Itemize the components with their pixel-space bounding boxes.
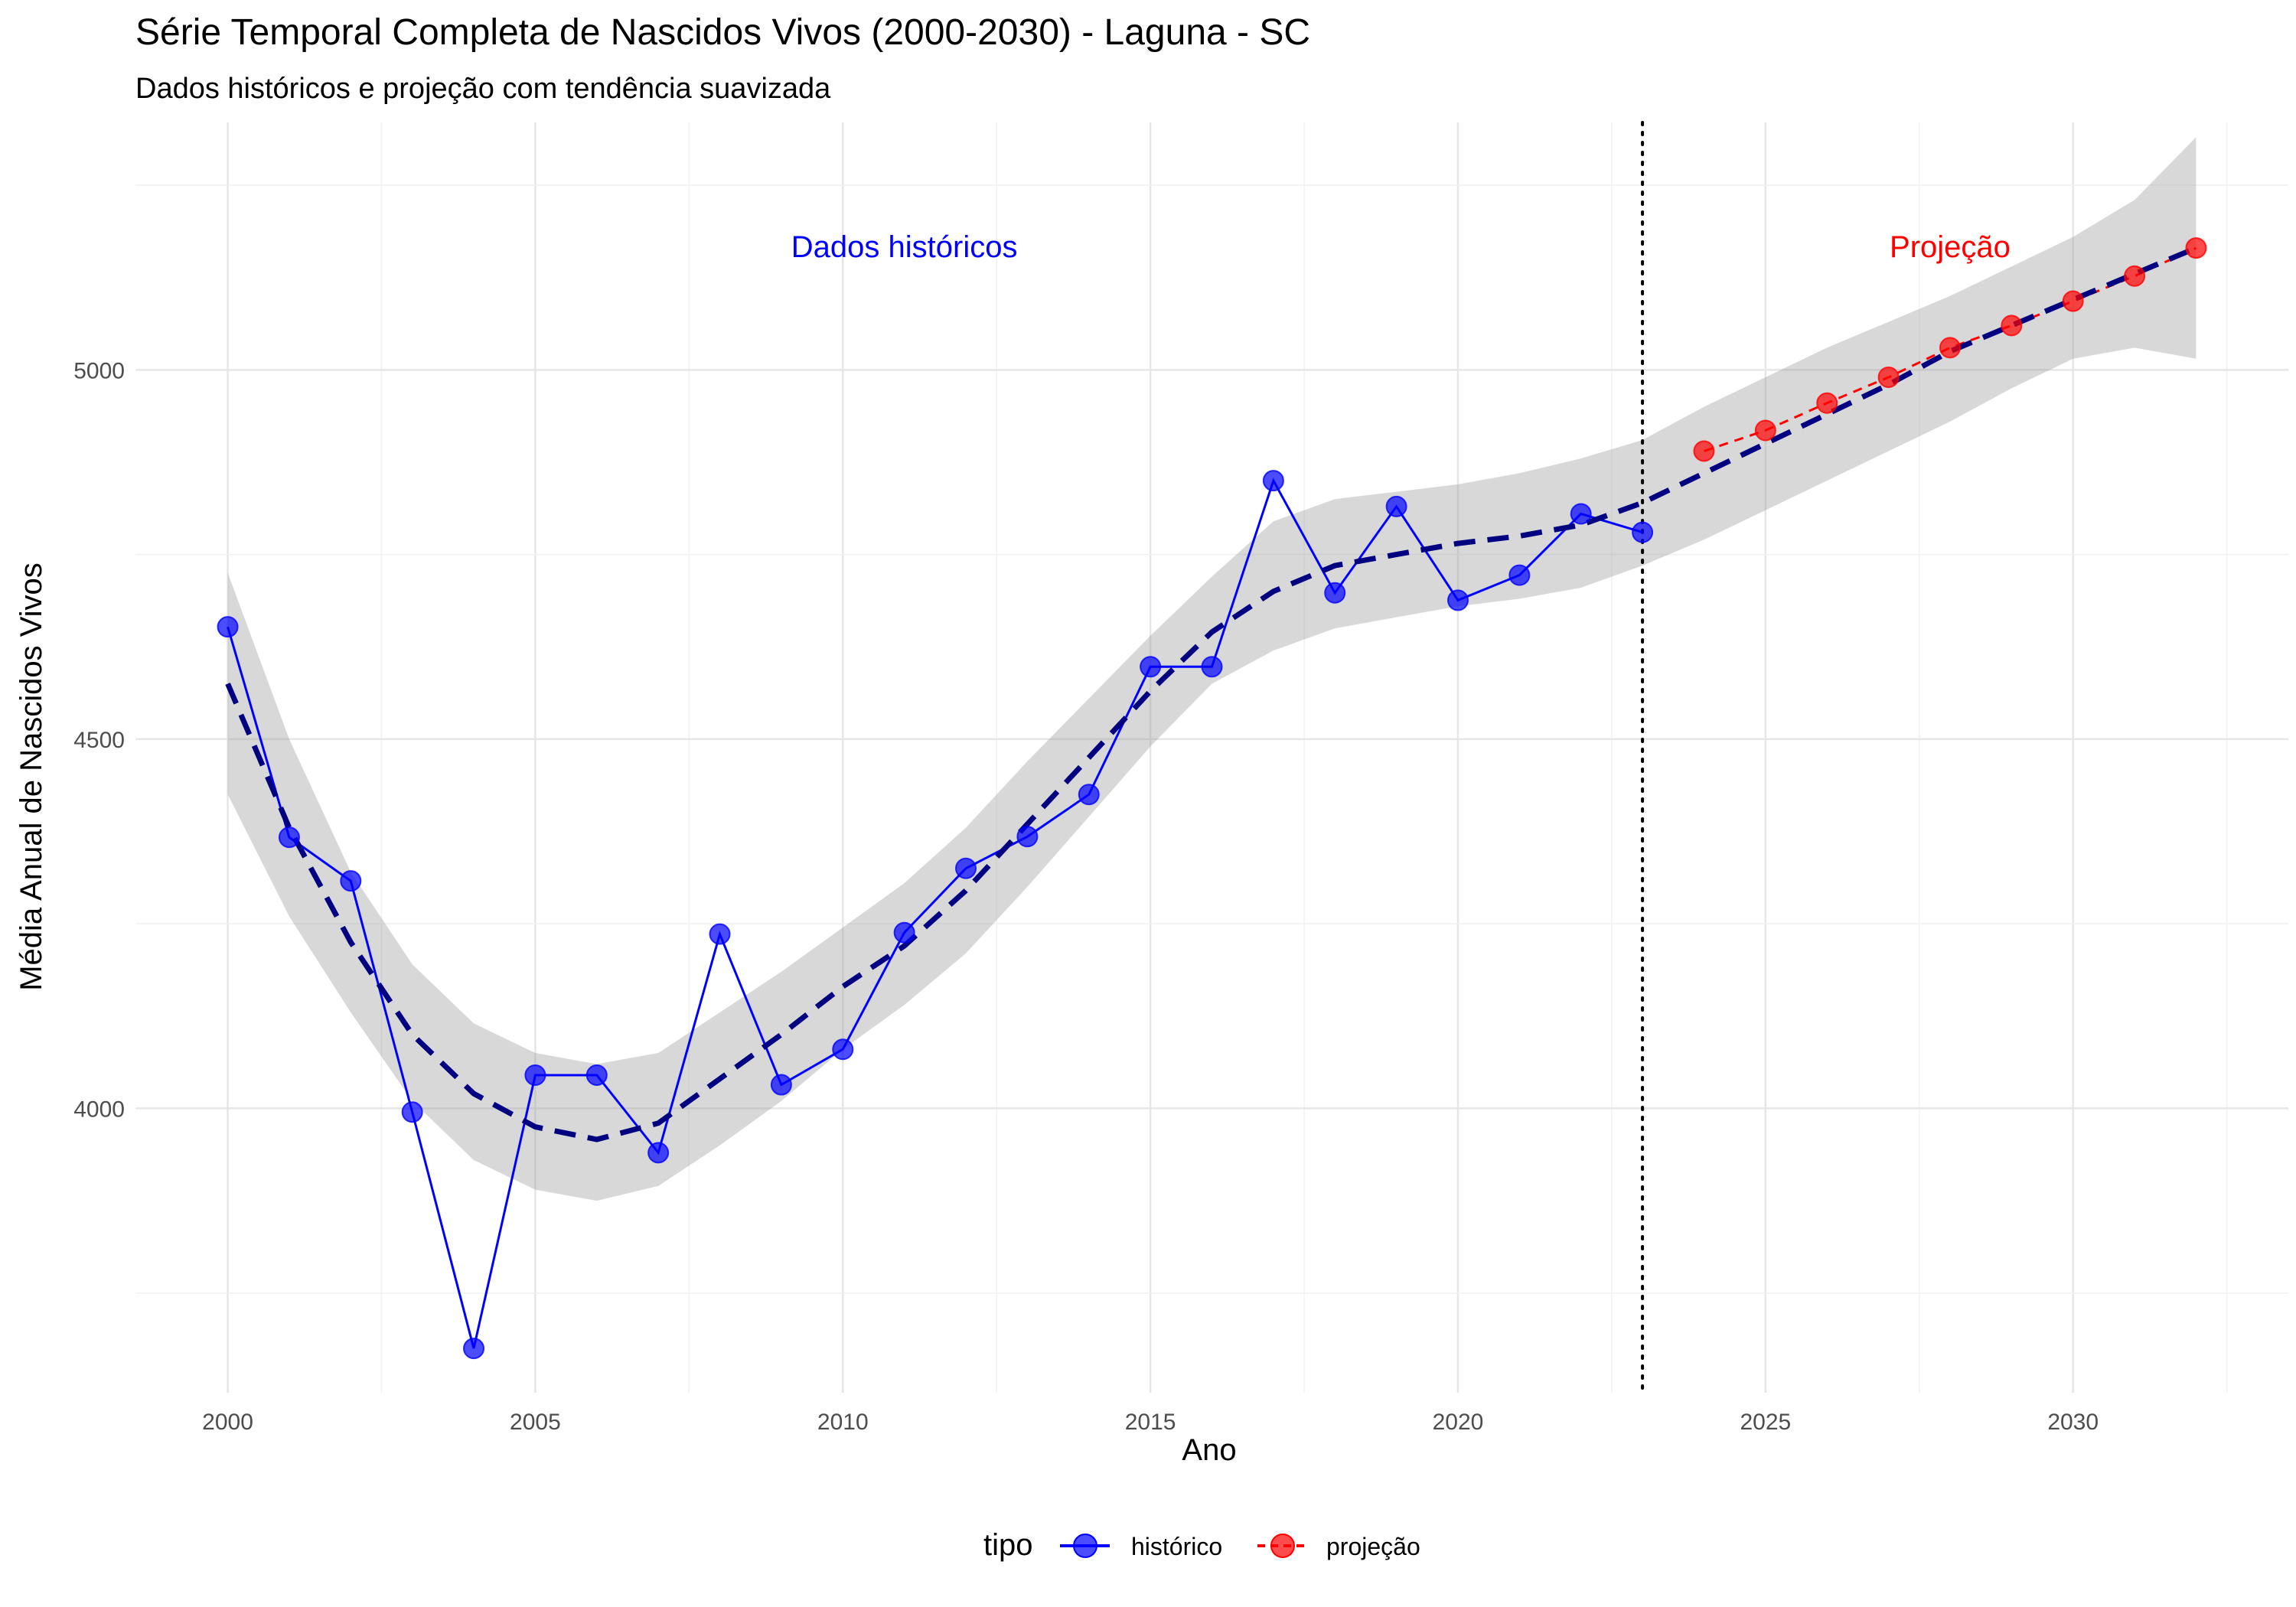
annotation-projecao: Projeção <box>1890 230 2011 264</box>
x-tick-label: 2015 <box>1125 1410 1176 1435</box>
point-historico <box>401 1101 423 1123</box>
point-historico <box>1016 826 1039 848</box>
point-historico <box>647 1142 670 1164</box>
x-tick-label: 2020 <box>1433 1410 1484 1435</box>
legend-marker-historico <box>1073 1534 1097 1558</box>
point-historico <box>1632 521 1654 543</box>
grid <box>135 122 2288 1393</box>
point-historico <box>1385 495 1407 517</box>
point-projecao <box>1816 392 1838 414</box>
point-projecao <box>1693 440 1715 462</box>
annotation-dados-historicos: Dados históricos <box>791 230 1018 264</box>
point-historico <box>955 857 977 879</box>
legend-label-historico: histórico <box>1131 1533 1222 1560</box>
chart-title: Série Temporal Completa de Nascidos Vivo… <box>135 12 1310 53</box>
point-projecao <box>1877 366 1900 388</box>
legend-key-historico <box>1060 1534 1110 1558</box>
x-axis-label: Ano <box>1182 1433 1236 1467</box>
point-projecao <box>1939 337 1961 359</box>
series-line-historico <box>227 478 1643 1349</box>
legend-label-projecao: projeção <box>1326 1533 1420 1560</box>
trend-line <box>225 245 2197 1143</box>
x-tick-label: 2000 <box>202 1410 253 1435</box>
point-historico <box>770 1074 792 1096</box>
y-axis-ticks: 4000 4500 5000 <box>73 358 125 1122</box>
x-tick-label: 2010 <box>817 1410 869 1435</box>
y-tick-label: 5000 <box>73 358 125 383</box>
point-historico <box>217 616 239 638</box>
point-historico <box>1570 503 1592 525</box>
x-tick-label: 2030 <box>2047 1410 2099 1435</box>
point-historico <box>832 1038 854 1061</box>
point-historico <box>1446 589 1469 611</box>
point-historico <box>340 870 362 892</box>
y-tick-label: 4000 <box>73 1097 125 1122</box>
point-projecao <box>2062 290 2084 312</box>
point-historico <box>278 826 300 849</box>
point-historico <box>1201 656 1223 678</box>
point-historico <box>463 1338 485 1360</box>
point-historico <box>1078 784 1100 806</box>
x-tick-label: 2005 <box>510 1410 561 1435</box>
point-historico <box>1140 656 1162 678</box>
point-historico <box>1262 470 1284 492</box>
legend-marker-projecao <box>1270 1534 1295 1558</box>
legend: tipo histórico projeção <box>983 1528 1420 1562</box>
y-tick-label: 4500 <box>73 728 125 753</box>
point-historico <box>1508 564 1531 586</box>
series-lines <box>225 245 2197 1349</box>
x-axis-ticks: 2000 2005 2010 2015 2020 2025 2030 <box>202 1410 2099 1435</box>
point-projecao <box>1754 419 1776 442</box>
legend-key-projecao <box>1257 1534 1307 1558</box>
legend-title: tipo <box>983 1528 1033 1562</box>
series-points <box>217 237 2207 1360</box>
point-historico <box>524 1064 546 1086</box>
chart-subtitle: Dados históricos e projeção com tendênci… <box>135 73 831 105</box>
annotations: Dados históricos Projeção <box>791 230 2011 264</box>
point-historico <box>1324 582 1346 604</box>
point-historico <box>709 923 731 945</box>
point-projecao <box>2185 237 2207 259</box>
point-projecao <box>2124 265 2146 287</box>
x-tick-label: 2025 <box>1740 1410 1791 1435</box>
point-historico <box>585 1064 608 1086</box>
y-axis-label: Média Anual de Nascidos Vivos <box>15 562 48 991</box>
point-historico <box>893 921 915 944</box>
point-projecao <box>2001 315 2023 337</box>
